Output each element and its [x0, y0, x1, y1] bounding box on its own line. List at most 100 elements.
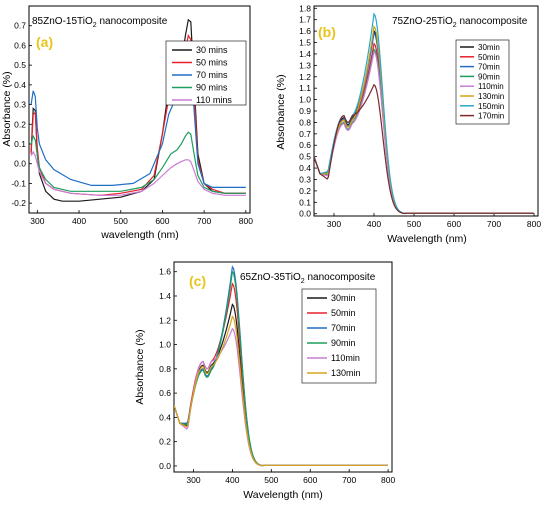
- y-ticks-c: 0.0 0.2 0.4 0.6 0.8 1.0 1.2 1.4 1.6: [159, 267, 177, 471]
- legend-label-a: 70 mins: [196, 70, 228, 80]
- x-tick-label-b: 500: [407, 219, 421, 229]
- y-tick-label-c: 0.6: [159, 388, 171, 398]
- x-tick-label-b: 800: [527, 219, 541, 229]
- legend-label-c: 90min: [331, 338, 356, 348]
- legend-label-c: 30min: [331, 293, 356, 303]
- chart-title-b: 75ZnO-25TiO2 nanocomposite: [392, 16, 528, 29]
- x-tick-label-a: 700: [197, 216, 211, 226]
- y-tick-label-c: 0.8: [159, 364, 171, 374]
- x-tick-label-c: 300: [186, 475, 200, 485]
- y-tick-label-a: 0.5: [14, 60, 26, 70]
- y-tick-label-c: 0.4: [159, 412, 171, 422]
- legend-label-c: 70min: [331, 323, 356, 333]
- legend-label-a: 90 mins: [196, 83, 228, 93]
- x-ticks-a: 300 400 500 600 700 800: [30, 210, 253, 226]
- y-tick-label-b: 1.3: [299, 60, 311, 70]
- y-tick-label-a: 0.1: [14, 139, 26, 149]
- y-tick-label-a: 0.3: [14, 100, 26, 110]
- y-tick-label-c: 1.0: [159, 340, 171, 350]
- y-tick-label-b: 0.3: [299, 174, 311, 184]
- y-tick-label-a: 0.2: [14, 119, 26, 129]
- x-tick-label-a: 400: [72, 216, 86, 226]
- series-line-170min: [314, 83, 534, 215]
- y-tick-label-b: 1.0: [299, 95, 311, 105]
- x-ticks-c: 300 400 500 600 700 800: [186, 469, 395, 485]
- y-tick-label-b: 1.8: [299, 3, 311, 13]
- y-ticks-a: -0.2 -0.1 0.0 0.1 0.2 0.3 0.4 0.5 0.6 0.7: [11, 21, 32, 208]
- panel-a: (a) 85ZnO-15TiO2 nanocomposite wavelengt…: [1, 5, 253, 241]
- x-axis-label-b: Wavelength (nm): [387, 233, 467, 245]
- y-tick-label-c: 1.4: [159, 291, 171, 301]
- x-tick-label-c: 400: [225, 475, 239, 485]
- y-tick-label-b: 1.6: [299, 26, 311, 36]
- y-tick-label-b: 0.9: [299, 106, 311, 116]
- x-tick-label-b: 400: [367, 219, 381, 229]
- y-tick-label-b: 0.6: [299, 140, 311, 150]
- y-tick-label-b: 0.1: [299, 197, 311, 207]
- x-tick-label-c: 800: [381, 475, 395, 485]
- legend-box-b: [455, 39, 510, 125]
- panel-label-a: (a): [36, 34, 53, 50]
- y-tick-label-b: 0.2: [299, 186, 311, 196]
- legend-label-b: 150min: [478, 102, 504, 111]
- legend-box-a: [165, 40, 247, 106]
- y-tick-label-b: 1.4: [299, 49, 311, 59]
- y-axis-label-a: Absorbance (%): [1, 71, 13, 146]
- legend-label-b: 130min: [478, 92, 504, 101]
- legend-label-c: 130min: [331, 368, 361, 378]
- y-tick-label-b: 1.1: [299, 83, 311, 93]
- legend-label-c: 110min: [331, 353, 360, 363]
- legend-label-c: 50min: [331, 308, 356, 318]
- y-axis-label-c: Absorbance (%): [134, 329, 146, 404]
- x-tick-label-a: 500: [114, 216, 128, 226]
- y-tick-label-b: 0.4: [299, 163, 311, 173]
- x-tick-label-a: 600: [155, 216, 169, 226]
- series-lines-b: [314, 12, 534, 215]
- x-axis-label-c: Wavelength (nm): [243, 489, 323, 501]
- legend-label-b: 110min: [478, 82, 504, 91]
- panel-label-b: (b): [318, 24, 336, 40]
- legend-label-b: 50min: [478, 53, 500, 62]
- legend-label-b: 30min: [478, 43, 500, 52]
- legend-label-b: 170min: [478, 112, 504, 121]
- y-tick-label-a: 0.0: [14, 159, 26, 169]
- x-tick-label-c: 600: [303, 475, 317, 485]
- x-tick-label-c: 500: [264, 475, 278, 485]
- panel-label-c: (c): [189, 273, 206, 289]
- chart-title-c: 65ZnO-35TiO2 nanocomposite: [240, 272, 376, 285]
- plot-area-a: [28, 5, 251, 214]
- panel-c: (c) 65ZnO-35TiO2 nanocomposite Wavelengt…: [134, 261, 395, 501]
- legend-label-a: 50 mins: [196, 58, 228, 68]
- series-line-70-mins: [30, 68, 246, 188]
- chart-title-a: 85ZnO-15TiO2 nanocomposite: [32, 16, 168, 29]
- series-line-90-mins: [30, 131, 246, 194]
- y-tick-label-a: 0.6: [14, 40, 26, 50]
- y-tick-label-c: 1.2: [159, 315, 171, 325]
- y-ticks-b: 0.0 0.10.2 0.30.40.5 0.60.7 0.80.91.0 1.11.2 1…: [299, 3, 317, 219]
- legend-label-b: 70min: [478, 63, 500, 72]
- panel-b: (b) 75ZnO-25TiO2 nanocomposite Wavelengt…: [275, 3, 541, 245]
- x-tick-label-c: 700: [342, 475, 356, 485]
- y-tick-label-b: 0.7: [299, 129, 311, 139]
- y-tick-label-a: 0.7: [14, 21, 26, 31]
- x-axis-label-a: wavelength (nm): [100, 229, 179, 241]
- x-tick-label-b: 700: [487, 219, 501, 229]
- series-line-130min: [174, 315, 388, 467]
- legend-c: 30min 50min 70min 90min 110min 130min: [301, 288, 377, 384]
- legend-box-c: [301, 288, 377, 384]
- legend-label-a: 110 mins: [196, 95, 232, 105]
- legend-label-b: 90min: [478, 72, 500, 81]
- y-tick-label-b: 1.7: [299, 15, 311, 25]
- series-line-110-mins: [30, 150, 246, 196]
- y-tick-label-b: 0.8: [299, 117, 311, 127]
- legend-label-a: 30 mins: [196, 45, 228, 55]
- series-lines-a: [30, 18, 246, 202]
- y-tick-label-a: -0.2: [11, 198, 26, 208]
- x-tick-label-b: 600: [447, 219, 461, 229]
- legend-a: 30 mins 50 mins 70 mins 90 mins 110 mins: [165, 40, 247, 106]
- x-tick-label-a: 800: [239, 216, 253, 226]
- y-tick-label-a: -0.1: [11, 178, 26, 188]
- x-tick-label-a: 300: [30, 216, 44, 226]
- y-tick-label-b: 1.5: [299, 38, 311, 48]
